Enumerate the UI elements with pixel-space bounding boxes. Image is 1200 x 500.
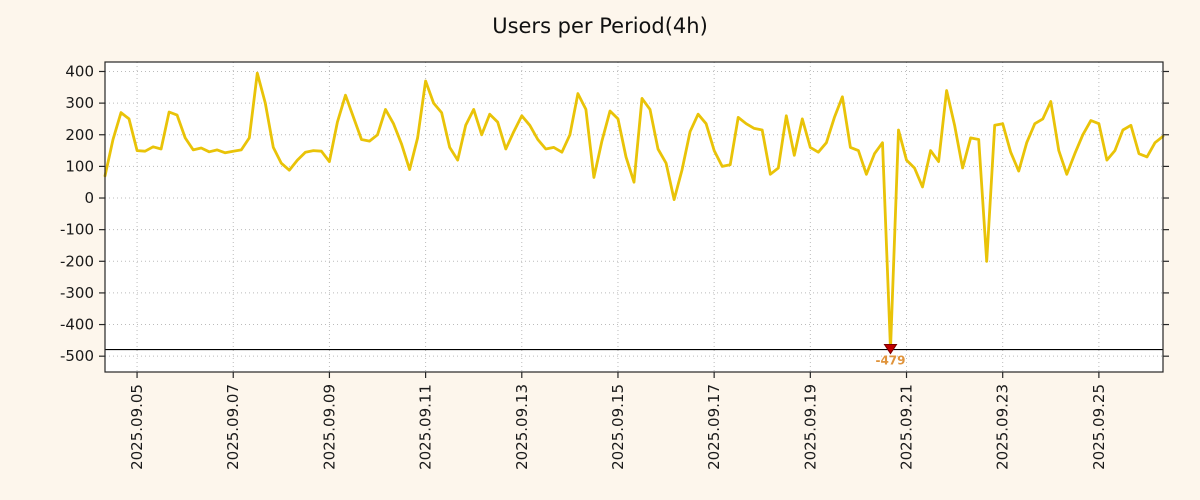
y-tick-label: -400 xyxy=(60,316,94,334)
x-tick-label: 2025.09.23 xyxy=(994,384,1012,470)
x-tick-label: 2025.09.15 xyxy=(609,384,627,470)
x-tick-label: 2025.09.07 xyxy=(224,384,242,470)
plot-area xyxy=(105,62,1163,372)
y-tick-label: 0 xyxy=(84,189,94,207)
chart-title: Users per Period(4h) xyxy=(492,14,708,38)
y-tick-label: 300 xyxy=(65,94,94,112)
plot-border xyxy=(104,61,1164,373)
x-axis-labels: 2025.09.05 2025.09.07 2025.09.09 2025.09.11… xyxy=(128,372,1108,470)
x-tick-label: 2025.09.25 xyxy=(1090,384,1108,470)
x-tick-label: 2025.09.19 xyxy=(801,384,819,470)
y-tick-label: 400 xyxy=(65,62,94,80)
y-tick-label: -200 xyxy=(60,252,94,270)
x-tick-label: 2025.09.21 xyxy=(898,384,916,470)
y-axis-labels: 400 300 200 100 0 -100 -200 -300 -400 -500 xyxy=(60,62,1169,365)
series-line xyxy=(103,71,1165,351)
y-tick-label: -500 xyxy=(60,347,94,365)
y-tick-label: 100 xyxy=(65,157,94,175)
y-tick-label: 200 xyxy=(65,126,94,144)
x-tick-label: 2025.09.13 xyxy=(513,384,531,470)
x-tick-label: 2025.09.09 xyxy=(320,384,338,470)
grid-lines xyxy=(105,62,1163,372)
min-marker-icon xyxy=(883,344,898,355)
x-tick-label: 2025.09.11 xyxy=(417,384,435,470)
x-tick-label: 2025.09.05 xyxy=(128,384,146,470)
x-tick-label: 2025.09.17 xyxy=(705,384,723,470)
min-value-label: -479 xyxy=(875,354,905,368)
y-tick-label: -100 xyxy=(60,221,94,239)
y-tick-label: -300 xyxy=(60,284,94,302)
